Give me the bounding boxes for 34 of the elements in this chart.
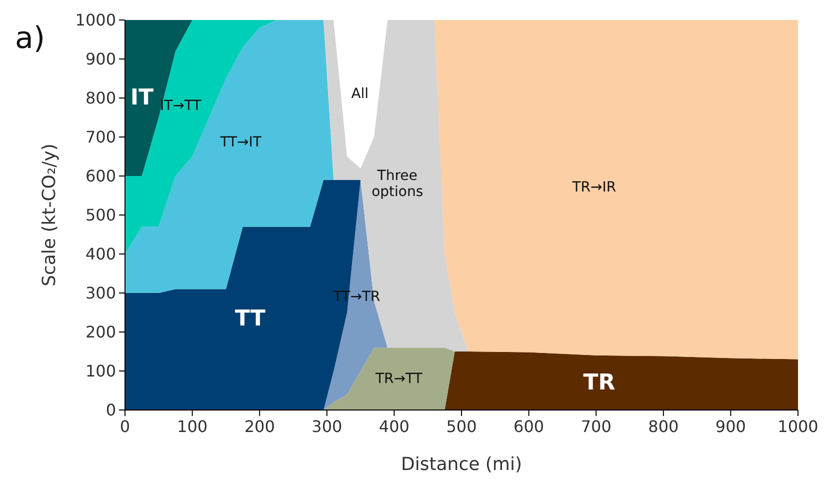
x-tick-label: 700 bbox=[580, 417, 612, 436]
series-label: TT→IT bbox=[219, 134, 262, 150]
series-label: TT bbox=[234, 306, 266, 331]
x-axis-title: Distance (mi) bbox=[400, 454, 522, 475]
x-tick-label: 100 bbox=[177, 417, 208, 436]
x-tick-label: 500 bbox=[446, 417, 477, 436]
series-label: All bbox=[351, 86, 369, 102]
x-tick-label: 0 bbox=[120, 417, 130, 436]
y-tick-label: 600 bbox=[85, 166, 116, 186]
series-label: TR→IR bbox=[571, 180, 616, 196]
y-tick-label: 400 bbox=[85, 244, 116, 264]
x-tick-label: 600 bbox=[514, 417, 544, 436]
y-tick-label: 700 bbox=[85, 128, 116, 147]
series-label: IT→TT bbox=[160, 98, 202, 114]
text: a) bbox=[15, 21, 46, 56]
x-tick-label: 800 bbox=[648, 417, 679, 436]
x-tick-label: 1000 bbox=[778, 417, 818, 436]
y-tick-label: 100 bbox=[85, 362, 116, 381]
series-label: TR→TT bbox=[374, 370, 423, 387]
x-tick-label: 400 bbox=[378, 417, 410, 436]
x-tick-label: 900 bbox=[715, 417, 746, 436]
y-tick-label: 500 bbox=[85, 206, 116, 225]
series-label: Three options bbox=[372, 168, 424, 200]
y-tick-label: 300 bbox=[85, 284, 116, 303]
y-tick-label: 1000 bbox=[75, 10, 116, 30]
y-tick-label: 200 bbox=[85, 322, 116, 342]
series-label: IT bbox=[130, 85, 154, 110]
x-tick-label: 200 bbox=[244, 417, 275, 436]
y-tick-label: 900 bbox=[85, 50, 116, 69]
y-tick-label: 0 bbox=[106, 400, 116, 420]
y-tick-label: 800 bbox=[85, 88, 116, 108]
x-tick-label: 300 bbox=[312, 417, 342, 436]
y-axis-title: Scale (kt-CO₂/y) bbox=[39, 144, 60, 286]
series-label: TR bbox=[583, 370, 616, 396]
